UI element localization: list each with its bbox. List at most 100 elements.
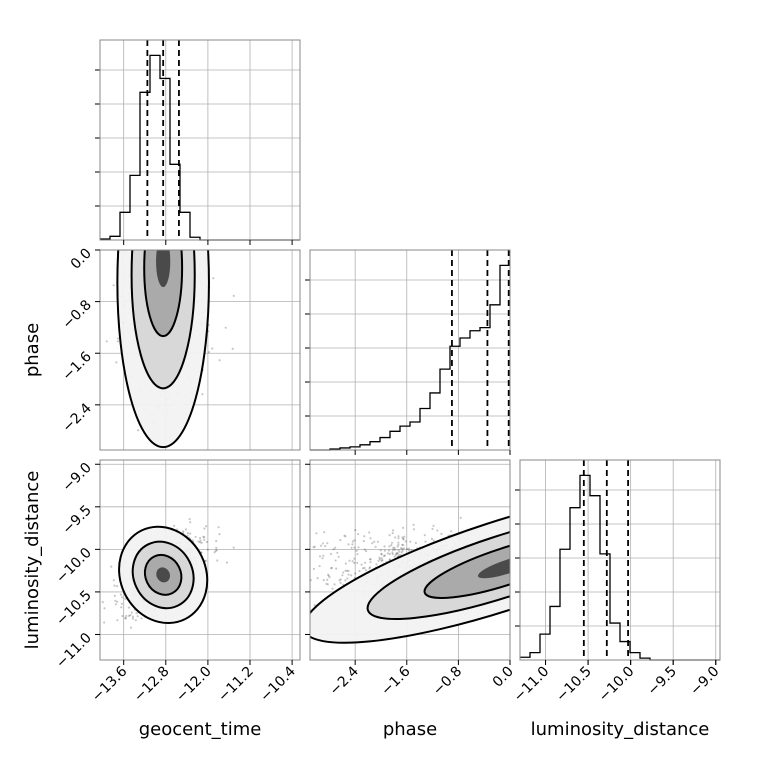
scatter-point: [184, 528, 187, 531]
scatter-point: [103, 607, 106, 610]
scatter-point: [357, 546, 360, 549]
scatter-point: [131, 617, 134, 620]
scatter-point: [360, 563, 363, 566]
scatter-point: [231, 347, 234, 350]
scatter-point: [124, 616, 127, 620]
scatter-point: [339, 578, 342, 581]
scatter-point: [388, 534, 391, 537]
scatter-point: [327, 574, 330, 577]
scatter-point: [402, 526, 405, 530]
x-tick-label: −11.2: [215, 664, 257, 706]
scatter-point: [432, 524, 435, 527]
scatter-point: [369, 537, 372, 540]
scatter-point: [318, 565, 321, 568]
scatter-point: [189, 532, 192, 535]
x-tick-label: −12.0: [173, 664, 215, 706]
scatter-point: [218, 359, 221, 362]
scatter-point: [329, 552, 333, 556]
scatter-point: [364, 561, 367, 564]
x-tick-label: −1.6: [378, 663, 413, 698]
scatter-point: [387, 549, 391, 552]
scatter-point: [408, 549, 411, 552]
scatter-point: [137, 429, 140, 432]
scatter-point: [400, 547, 403, 550]
scatter-point: [353, 546, 356, 549]
x-tick-label: −11.0: [511, 664, 553, 706]
scatter-point: [374, 545, 377, 549]
scatter-point: [382, 554, 385, 558]
scatter-point: [331, 587, 334, 590]
scatter-point: [397, 543, 400, 546]
contour-line-0.39: [116, 250, 210, 449]
scatter-point: [380, 553, 383, 556]
x-axis-label-geocent_time: geocent_time: [139, 719, 262, 740]
scatter-point: [129, 626, 133, 629]
scatter-point: [350, 546, 353, 549]
scatter-point: [120, 602, 123, 605]
scatter-point: [339, 581, 342, 585]
scatter-point: [120, 606, 123, 609]
contour-line-0.99: [423, 533, 510, 599]
scatter-point: [199, 536, 202, 540]
scatter-point: [300, 590, 302, 592]
y-tick-label: −9.0: [59, 460, 94, 495]
panel-frame: [309, 249, 511, 451]
scatter-point: [343, 534, 346, 537]
scatter-point: [182, 530, 185, 533]
scatter-point: [212, 277, 215, 280]
x-tick-label: −9.0: [687, 664, 722, 699]
scatter-point: [330, 566, 333, 569]
scatter-point: [388, 552, 391, 556]
scatter-point: [346, 577, 349, 580]
scatter-point: [369, 561, 372, 564]
x-tick-label: −10.0: [596, 664, 638, 706]
scatter-point: [332, 548, 335, 551]
scatter-point: [353, 557, 356, 560]
scatter-point: [110, 565, 113, 568]
y-tick-label: −10.0: [53, 545, 95, 587]
scatter-point: [380, 557, 383, 560]
scatter-point: [204, 559, 207, 562]
scatter-point: [344, 579, 347, 582]
scatter-point: [407, 547, 410, 550]
contour-line-0.99: [143, 250, 184, 338]
x-tick-label: 0.0: [490, 664, 517, 691]
scatter-point: [394, 554, 397, 557]
scatter-point: [401, 536, 404, 539]
scatter-point: [351, 540, 354, 543]
scatter-point: [402, 547, 405, 550]
scatter-point: [121, 614, 124, 618]
scatter-point: [357, 533, 360, 536]
scatter-point: [342, 571, 345, 574]
scatter-point: [202, 535, 205, 538]
scatter-point: [341, 574, 344, 577]
scatter-point: [135, 612, 138, 615]
x-tick-label: −13.6: [89, 663, 131, 705]
scatter-point: [313, 545, 316, 548]
scatter-point: [116, 619, 119, 622]
y-tick-label: −1.6: [59, 349, 94, 384]
contour-line-0.39: [118, 525, 209, 625]
scatter-point: [404, 540, 407, 543]
scatter-point: [116, 340, 119, 343]
scatter-point: [378, 556, 381, 559]
scatter-point: [224, 326, 227, 329]
scatter-point: [322, 579, 325, 582]
scatter-point: [362, 539, 365, 543]
scatter-point: [115, 585, 119, 588]
scatter-point: [140, 617, 143, 620]
x-tick-label: −2.4: [327, 663, 362, 698]
scatter-point: [391, 529, 395, 532]
panel-frame: [99, 39, 301, 241]
scatter-point: [326, 578, 329, 582]
scatter-point: [380, 559, 383, 562]
scatter-point: [390, 541, 394, 544]
scatter-point: [392, 548, 395, 552]
scatter-point: [392, 546, 395, 549]
contour-line-0.86: [130, 250, 196, 390]
panel-background: [310, 250, 510, 450]
scatter-point: [436, 529, 439, 532]
scatter-point: [354, 572, 357, 575]
scatter-point: [401, 547, 404, 551]
